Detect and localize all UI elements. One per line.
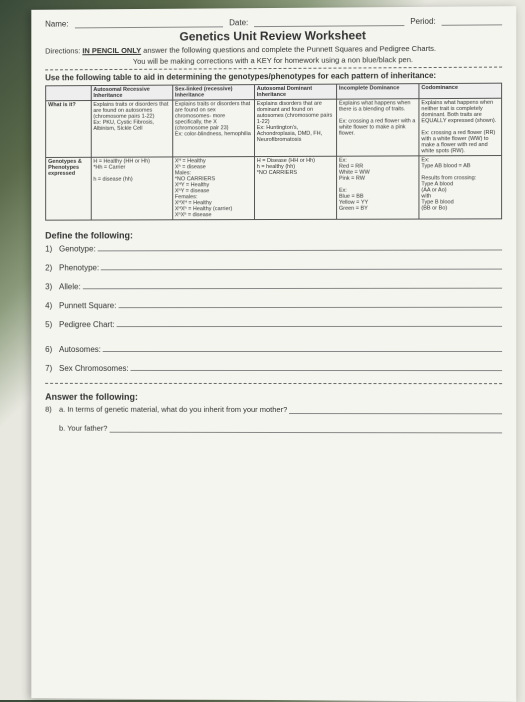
q8a: 8) a. In terms of genetic material, what… xyxy=(45,405,502,415)
q8b-label: b. Your father? xyxy=(59,424,107,433)
name-field xyxy=(74,18,223,28)
def-pedigree: 5) Pedigree Chart: xyxy=(45,320,502,329)
directions-rest: answer the following questions and compl… xyxy=(141,44,436,55)
definitions-section: Define the following: 1) Genotype: 2) Ph… xyxy=(45,229,502,373)
divider-2 xyxy=(45,383,502,384)
directions-line2: You will be making corrections with a KE… xyxy=(45,55,502,67)
answer-section: Answer the following: 8) a. In terms of … xyxy=(45,392,502,434)
def-label: Punnett Square: xyxy=(59,301,116,310)
header-line: Name: Date: Period: xyxy=(45,16,502,28)
def-num: 6) xyxy=(45,345,59,354)
cell-r2-c1: H = Healthy (HH or Hh) *Hh = Carrier h =… xyxy=(91,157,173,220)
cell-r1-c5: Explains what happens when neither trait… xyxy=(419,98,502,156)
def-genotype: 1) Genotype: xyxy=(45,243,502,253)
def-autosomes: 6) Autosomes: xyxy=(45,345,502,354)
def-punnett: 4) Punnett Square: xyxy=(45,301,502,310)
date-label: Date: xyxy=(229,18,248,27)
directions-emphasis: IN PENCIL ONLY xyxy=(82,46,141,55)
def-line xyxy=(131,370,502,371)
cell-r2-c4: Ex: Red = RR White = WW Pink = RW Ex: Bl… xyxy=(336,156,418,219)
def-num: 1) xyxy=(45,245,59,254)
def-phenotype: 2) Phenotype: xyxy=(45,263,502,273)
directions-label: Directions: xyxy=(45,46,80,55)
col-blank xyxy=(46,86,91,101)
q8b-line xyxy=(109,424,502,434)
col-autosomal-dominant: Autosomal Dominant Inheritance xyxy=(254,84,336,99)
period-label: Period: xyxy=(410,17,436,26)
period-field xyxy=(442,16,502,25)
answer-title: Answer the following: xyxy=(45,392,502,402)
table-intro: Use the following table to aid in determ… xyxy=(45,71,502,83)
table-row-genotypes: Genotypes & Phenotypes expressed H = Hea… xyxy=(46,156,502,221)
cell-r1-c2: Explains traits or disorders that are fo… xyxy=(172,100,254,157)
cell-r2-c5: Ex: Type AB blood = AB Results from cros… xyxy=(419,156,502,220)
divider xyxy=(45,67,502,71)
def-line xyxy=(118,307,502,308)
q8-num: 8) xyxy=(45,405,59,414)
def-num: 7) xyxy=(45,364,59,373)
def-label: Genotype: xyxy=(59,244,96,253)
name-label: Name: xyxy=(45,19,68,28)
def-num: 4) xyxy=(45,301,59,310)
row-label-whatisit: What is it? xyxy=(46,101,91,158)
cell-r1-c3: Explains disorders that are dominant and… xyxy=(254,99,336,156)
def-line xyxy=(103,351,502,352)
cell-r2-c2: Xᴴ = Healthy Xʰ = disease Males: *NO CAR… xyxy=(172,157,254,220)
col-sex-linked: Sex-linked (recessive) Inheritance xyxy=(172,85,254,100)
def-num: 2) xyxy=(45,263,59,272)
date-field xyxy=(254,17,404,27)
def-label: Phenotype: xyxy=(59,263,99,272)
def-label: Allele: xyxy=(59,282,81,291)
def-label: Sex Chromosomes: xyxy=(59,364,129,373)
inheritance-table: Autosomal Recessive Inheritance Sex-link… xyxy=(45,83,502,221)
cell-r1-c4: Explains what happens when there is a bl… xyxy=(336,99,418,157)
def-line xyxy=(101,269,502,271)
def-label: Pedigree Chart: xyxy=(59,320,115,329)
worksheet-paper: Name: Date: Period: Genetics Unit Review… xyxy=(31,6,516,702)
def-num: 5) xyxy=(45,320,59,329)
worksheet-title: Genetics Unit Review Worksheet xyxy=(45,27,502,44)
directions-line1: Directions: IN PENCIL ONLY answer the fo… xyxy=(45,43,502,55)
definitions-title: Define the following: xyxy=(45,229,502,240)
def-label: Autosomes: xyxy=(59,345,101,354)
q8a-label: a. In terms of genetic material, what do… xyxy=(59,405,287,414)
cell-r2-c3: H = Disease (HH or Hh) h = healthy (hh) … xyxy=(254,156,336,219)
cell-r1-c1: Explains traits or disorders that are fo… xyxy=(91,100,173,157)
q8b-spacer xyxy=(45,424,59,433)
q8a-line xyxy=(289,405,502,414)
def-sexchrom: 7) Sex Chromosomes: xyxy=(45,364,502,373)
q8b: b. Your father? xyxy=(45,424,502,434)
def-line xyxy=(98,249,502,251)
col-incomplete: Incomplete Dominance xyxy=(336,84,418,100)
table-row-whatisit: What is it? Explains traits or disorders… xyxy=(46,98,502,157)
def-line xyxy=(117,326,503,327)
def-line xyxy=(83,288,502,290)
def-allele: 3) Allele: xyxy=(45,282,502,292)
col-codominance: Codominance xyxy=(419,83,502,99)
col-autosomal-recessive: Autosomal Recessive Inheritance xyxy=(91,85,173,100)
row-label-genotypes: Genotypes & Phenotypes expressed xyxy=(46,157,91,220)
def-num: 3) xyxy=(45,282,59,291)
